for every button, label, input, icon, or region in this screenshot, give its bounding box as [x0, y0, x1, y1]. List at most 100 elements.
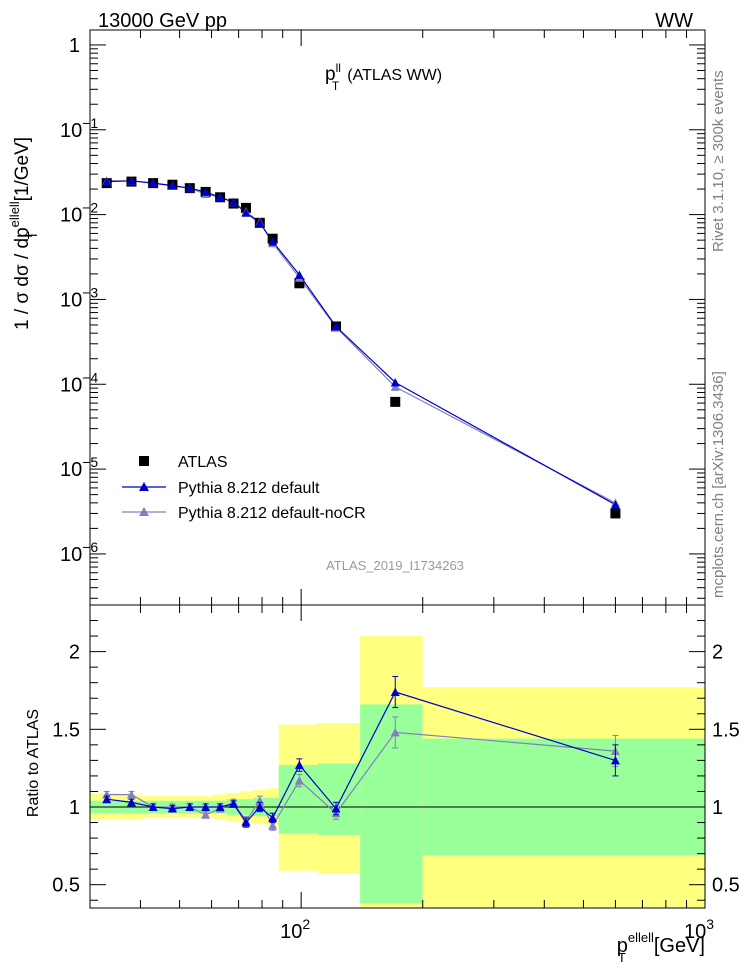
ratio-frame	[89, 604, 706, 909]
ratio-bands	[90, 636, 705, 908]
default-point	[201, 187, 211, 196]
ratio-ytick-label-left-3: 2	[69, 642, 80, 664]
ytick-label-base: 10	[60, 374, 82, 396]
ratio-point-nocr	[126, 790, 136, 799]
title-main: p	[325, 64, 336, 85]
legend-nocr-label: Pythia 8.212 default-noCR	[178, 505, 366, 522]
ratio-ytick-label-right-0: 0.5	[712, 875, 740, 897]
ratio-point-default	[610, 755, 620, 765]
ytick-label-exp: −4	[82, 369, 98, 385]
default-point	[255, 218, 265, 227]
ratio-point-nocr	[390, 727, 400, 737]
legend-default-label: Pythia 8.212 default	[178, 480, 320, 497]
ratio-point-default	[102, 794, 112, 804]
ylabel-sub: T	[25, 231, 40, 239]
ytick-label-base: 10	[60, 289, 82, 311]
default-point	[167, 181, 177, 190]
xlabel-sub: T	[618, 950, 626, 965]
ytick-label-exp: −2	[82, 200, 98, 216]
default-point	[610, 500, 620, 509]
ytick-label-base: 10	[60, 120, 82, 142]
ratio-point-nocr	[201, 810, 211, 819]
legend-nocr-marker	[139, 507, 149, 516]
main-ytick-label-5: 10−5	[60, 454, 98, 481]
default-point	[241, 208, 251, 217]
xtick-label-exp: 3	[706, 916, 714, 932]
ratio-ylabel: Ratio to ATLAS	[25, 709, 42, 817]
process-label: WW	[655, 10, 693, 32]
ytick-label-exp: −3	[82, 284, 98, 300]
main-ytick-label-4: 10−4	[60, 369, 98, 396]
default-point	[102, 177, 112, 186]
ratio-point-default	[185, 802, 195, 811]
legend-default-marker	[139, 482, 149, 491]
ratio-point-nocr	[268, 821, 278, 830]
ratio-point-default	[167, 804, 177, 813]
beam-label: 13000 GeV pp	[98, 10, 227, 32]
main-ytick-label-2: 10−2	[60, 200, 98, 227]
stat-band-11	[278, 765, 318, 834]
xtick-label-1: 103	[684, 916, 714, 943]
ytick-label-base: 10	[60, 459, 82, 481]
main-ytick-label-6: 10−6	[60, 539, 98, 566]
xtick-label-0: 102	[280, 916, 310, 943]
main-ytick-label-3: 10−3	[60, 284, 98, 311]
ratio-point-default	[255, 802, 265, 811]
main-plot-title: pll T (ATLAS WW)	[325, 61, 442, 93]
default-point	[331, 321, 341, 331]
default-point	[185, 183, 195, 193]
ytick-label-base: 10	[60, 205, 82, 227]
ratio-ytick-label-right-1: 1	[712, 797, 723, 819]
atlas-point	[390, 396, 401, 407]
ratio-point-default	[148, 802, 158, 811]
ratio-point-default	[241, 818, 251, 827]
ratio-point-default	[294, 760, 304, 770]
ratio-ytick-label-left-1: 1	[69, 797, 80, 819]
xlabel-post: [GeV]	[654, 935, 705, 957]
ytick-label-exp: −5	[82, 454, 98, 470]
xlabel: pellell T [GeV]	[617, 930, 705, 965]
xlabel-sup: ellell	[628, 930, 654, 945]
ratio-point-default	[390, 687, 400, 697]
ytick-label-base: 10	[60, 544, 82, 566]
rivet-label: Rivet 3.1.10, ≥ 300k events	[710, 70, 727, 252]
main-ytick-label-0: 1	[69, 35, 80, 57]
default-point	[229, 197, 239, 207]
nocr-point	[390, 382, 400, 391]
main-series	[101, 176, 621, 519]
legend: ATLAS Pythia 8.212 default Pythia 8.212 …	[122, 454, 366, 522]
atlas-point	[610, 508, 621, 519]
ylabel-sup: ellell	[7, 201, 22, 227]
ratio-ytick-label-left-0: 0.5	[52, 875, 80, 897]
ytick-label-exp: −6	[82, 539, 98, 555]
mcplots-label: mcplots.cern.ch [arXiv:1306.3436]	[710, 371, 727, 598]
legend-atlas-label: ATLAS	[178, 454, 228, 471]
title-sup: ll	[336, 61, 341, 75]
ytick-label-exp: −1	[82, 115, 98, 131]
default-point	[215, 192, 225, 202]
ratio-point-default	[201, 802, 211, 811]
ratio-ytick-label-right-3: 2	[712, 642, 723, 664]
ratio-point-default	[215, 802, 225, 811]
default-point	[268, 237, 278, 246]
ratio-series	[102, 675, 620, 831]
default-point	[126, 176, 136, 185]
atlas-point	[294, 278, 305, 289]
analysis-id-label: ATLAS_2019_I1734263	[326, 558, 464, 573]
stat-band-14	[422, 738, 705, 856]
ratio-ytick-label-right-2: 1.5	[712, 719, 740, 741]
main-ytick-label-1: 10−1	[60, 115, 98, 142]
ratio-axes: 102 103 0.5 0.5 1 1 1.5 1.5 2 2	[52, 604, 740, 943]
title-rest: (ATLAS WW)	[347, 67, 442, 84]
ratio-ytick-label-left-2: 1.5	[52, 719, 80, 741]
ratio-point-default	[331, 804, 341, 813]
xtick-label-exp: 2	[302, 916, 310, 932]
ratio-point-default	[268, 813, 278, 822]
main-axes: 110−110−210−310−410−510−6	[60, 29, 706, 606]
ylabel-post: [1/GeV]	[12, 137, 33, 201]
default-point	[148, 178, 158, 188]
default-point	[294, 270, 304, 279]
legend-atlas-marker	[139, 456, 149, 466]
